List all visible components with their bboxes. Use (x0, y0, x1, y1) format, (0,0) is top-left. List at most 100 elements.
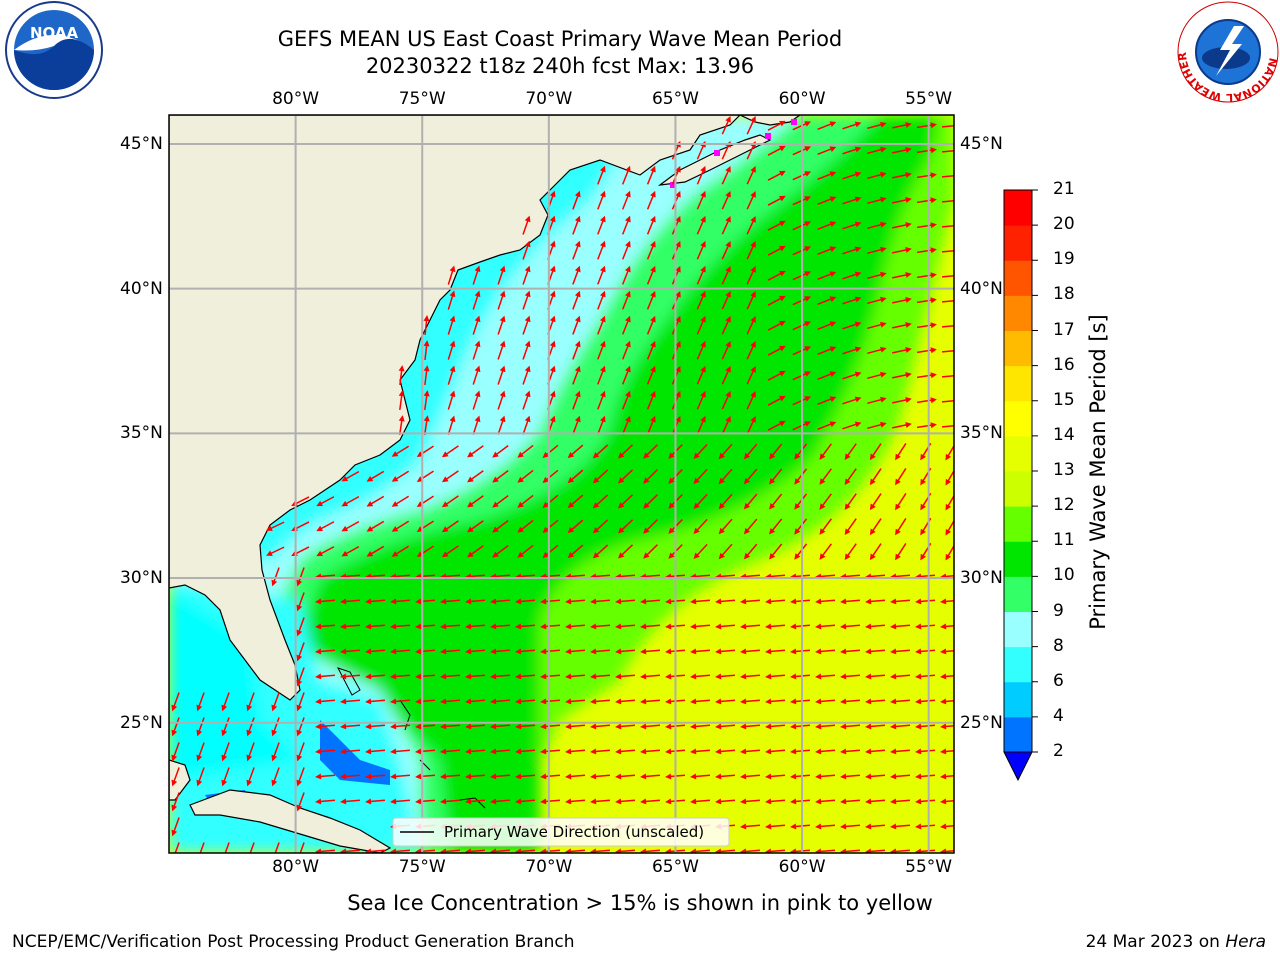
wave-arrow-head (524, 415, 531, 423)
wave-arrow-head (915, 848, 922, 853)
wave-arrow-head (869, 503, 876, 511)
wave-arrow-head (565, 723, 572, 730)
wave-arrow-head (315, 798, 322, 805)
wave-arrow-head (840, 823, 847, 830)
wave-arrow-head (840, 598, 847, 605)
wave-arrow-head (743, 527, 751, 535)
wave-arrow-head (592, 452, 600, 459)
wave-arrow-head (668, 552, 675, 559)
wave-arrow-head (790, 723, 797, 730)
wave-arrow-head (668, 452, 675, 459)
wave-arrow-head (517, 526, 524, 533)
wave-arrow-head (804, 321, 812, 327)
wave-arrow-head (890, 598, 897, 605)
wave-arrow-head (779, 345, 786, 352)
wave-arrow-head (415, 773, 422, 780)
wave-arrow-head (765, 723, 772, 730)
wave-arrow-head (315, 848, 322, 853)
colorbar-segment (1004, 330, 1032, 367)
wave-arrow-head (574, 265, 581, 273)
wave-arrow-head (815, 798, 822, 805)
wave-arrow-head (890, 823, 897, 830)
wave-arrow-head (441, 526, 449, 533)
colorbar-segment (1004, 295, 1032, 331)
wave-arrow-head (391, 451, 399, 457)
wave-arrow-head (804, 196, 812, 202)
wave-arrow-head (865, 723, 872, 730)
wave-arrow-head (880, 396, 887, 403)
wave-arrow-head (565, 748, 572, 755)
wave-arrow-head (650, 315, 656, 323)
wave-arrow-head (441, 476, 449, 483)
wave-arrow-head (246, 855, 252, 862)
wave-arrow-head (615, 773, 622, 780)
wave-arrow-head (540, 798, 547, 805)
wave-arrow-head (640, 773, 647, 780)
wave-arrow-head (790, 748, 797, 755)
wave-arrow-head (715, 598, 722, 605)
wave-arrow-head (700, 290, 706, 298)
wave-arrow-head (765, 623, 772, 630)
wave-arrow-head (449, 415, 456, 423)
wave-arrow-head (915, 623, 922, 630)
wave-arrow-head (474, 340, 481, 348)
wave-arrow-head (492, 501, 499, 508)
wave-arrow-head (819, 478, 826, 485)
wave-arrow-head (854, 346, 862, 353)
wave-arrow-head (340, 848, 347, 853)
wave-arrow-head (171, 855, 177, 862)
wave-arrow-head (540, 623, 547, 630)
wave-arrow-head (599, 415, 606, 423)
wave-arrow-head (854, 371, 862, 378)
colorbar-tick-label: 12 (1053, 495, 1075, 516)
wave-arrow-head (675, 165, 681, 173)
wave-arrow-head (675, 190, 681, 198)
wave-arrow-head (271, 579, 278, 587)
colorbar-segment (1004, 190, 1032, 226)
wave-arrow-head (790, 773, 797, 780)
wave-arrow-head (549, 415, 556, 423)
wave-arrow-head (905, 347, 912, 353)
wave-arrow-head (865, 798, 872, 805)
noaa-logo-text: NOAA (30, 24, 79, 42)
wave-arrow-head (296, 804, 303, 812)
wave-arrow-head (844, 453, 851, 460)
wave-arrow-head (390, 673, 397, 680)
wave-arrow-head (423, 315, 430, 322)
wave-arrow-head (765, 648, 772, 655)
wave-arrow-head (700, 365, 706, 373)
wave-arrow-head (650, 240, 656, 248)
wave-arrow-head (750, 391, 756, 398)
wave-arrow-head (880, 271, 887, 278)
wave-arrow-head (440, 773, 447, 780)
wave-arrow-head (296, 604, 303, 612)
wave-arrow-head (854, 121, 862, 128)
wave-arrow-head (441, 551, 449, 558)
wave-arrow-head (415, 673, 422, 680)
wave-arrow-head (549, 190, 556, 198)
wave-arrow-head (769, 452, 776, 460)
wave-arrow-head (449, 265, 456, 273)
wave-arrow-head (415, 698, 422, 705)
wave-arrow-head (440, 748, 447, 755)
wave-arrow-head (449, 315, 456, 323)
wave-arrow-head (890, 848, 897, 853)
wave-arrow-head (365, 698, 372, 705)
noaa-logo: NOAA (5, 1, 103, 99)
wave-arrow-head (196, 779, 203, 787)
lat-label-left: 40°N (120, 278, 163, 299)
wave-arrow-head (750, 366, 756, 373)
wave-arrow-head (940, 598, 947, 605)
wave-arrow-head (467, 501, 474, 508)
wave-arrow-head (640, 673, 647, 680)
wave-arrow-head (296, 704, 303, 712)
wave-arrow-head (515, 773, 522, 780)
wave-arrow-head (779, 220, 786, 227)
wave-arrow-head (840, 648, 847, 655)
wave-arrow-head (499, 290, 506, 298)
wave-arrow-head (440, 698, 447, 705)
wave-arrow-head (693, 502, 700, 510)
wave-arrow-head (815, 723, 822, 730)
wave-arrow-head (865, 623, 872, 630)
map-legend: Primary Wave Direction (unscaled) (392, 817, 730, 847)
